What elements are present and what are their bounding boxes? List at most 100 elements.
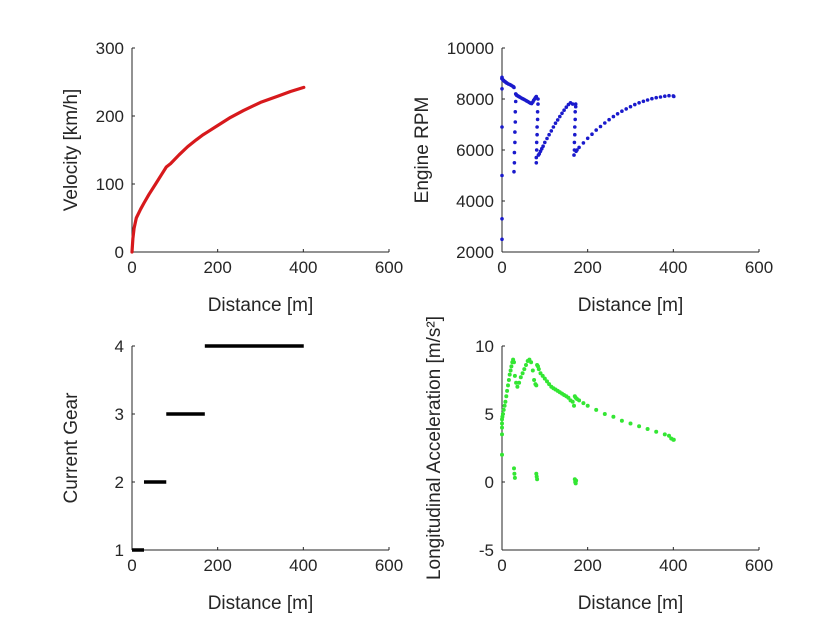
y-tick-label: 0	[485, 473, 494, 492]
y-tick-label: 2	[115, 473, 124, 492]
x-tick-label: 600	[745, 258, 773, 277]
data-point	[512, 85, 516, 90]
data-point	[506, 378, 511, 382]
data-point	[573, 125, 577, 129]
data-point	[558, 114, 562, 119]
data-point	[500, 173, 504, 178]
data-point	[572, 153, 576, 157]
data-point	[536, 102, 540, 106]
data-point	[515, 384, 520, 389]
engine-rpm-chart: 0 200 400 600 2000 4000 6000 8000 10000 Distance …	[412, 39, 773, 316]
y-axis-label: Current Gear	[61, 392, 82, 504]
data-point	[512, 360, 516, 365]
data-point	[500, 452, 504, 457]
x-axis-label: Distance [m]	[578, 295, 684, 316]
data-point	[500, 421, 504, 426]
data-point	[577, 398, 582, 403]
data-point	[619, 418, 624, 423]
data-point	[513, 120, 518, 124]
data-point	[611, 414, 616, 419]
data-point	[536, 97, 540, 101]
data-point	[535, 110, 540, 114]
current-gear-chart: 0 200 400 600 1 2 3 4 Distance [m] Current Gear	[61, 337, 403, 614]
data-point	[654, 95, 658, 100]
y-tick-label: 10000	[447, 39, 494, 58]
x-tick-label: 0	[127, 258, 136, 277]
data-point	[667, 93, 671, 98]
data-point	[535, 117, 540, 122]
data-point	[512, 475, 517, 480]
data-point	[570, 399, 575, 404]
data-point	[540, 373, 545, 378]
y-tick-label: 10	[475, 337, 494, 356]
data-point	[671, 437, 676, 442]
data-point	[513, 110, 518, 114]
data-point	[543, 140, 547, 145]
data-point	[585, 136, 590, 141]
data-point	[520, 371, 525, 376]
data-point	[562, 108, 566, 112]
data-point	[573, 110, 577, 114]
data-point	[522, 367, 527, 372]
data-point	[572, 403, 576, 408]
data-point	[512, 161, 517, 165]
data-point	[549, 129, 554, 133]
data-point	[553, 121, 558, 125]
data-point	[598, 124, 603, 129]
x-tick-label: 200	[203, 258, 231, 277]
x-axis-label: Distance [m]	[578, 593, 684, 614]
data-point	[536, 367, 541, 372]
data-point	[512, 466, 516, 471]
series-line	[130, 85, 306, 254]
data-point	[564, 105, 569, 109]
y-tick-label: 200	[96, 107, 124, 126]
data-point	[500, 417, 504, 422]
data-point	[573, 102, 578, 106]
data-point	[573, 132, 577, 137]
data-point	[585, 403, 590, 408]
data-point	[512, 373, 517, 378]
data-point	[615, 112, 620, 116]
data-point	[590, 132, 594, 136]
data-point	[534, 161, 539, 165]
data-point	[535, 477, 540, 482]
data-point	[545, 379, 549, 384]
data-point	[672, 94, 676, 99]
data-point	[500, 217, 504, 221]
data-point	[654, 429, 659, 434]
y-tick-label: 300	[96, 39, 124, 58]
data-point	[633, 102, 637, 107]
data-point	[534, 155, 539, 160]
x-tick-label: 200	[573, 556, 601, 575]
data-point	[542, 376, 547, 381]
y-axis-label: Engine RPM	[412, 97, 433, 204]
data-point	[611, 114, 616, 119]
data-point	[645, 427, 650, 431]
data-point	[577, 145, 581, 150]
data-point	[573, 117, 577, 122]
data-point	[500, 425, 504, 430]
y-axis-label: Velocity [km/h]	[61, 89, 82, 212]
data-point	[658, 95, 663, 99]
data-point	[524, 363, 528, 367]
data-point	[573, 104, 578, 109]
data-point	[508, 368, 513, 373]
data-point	[581, 141, 586, 145]
y-tick-label: 4	[115, 337, 124, 356]
data-point	[506, 383, 510, 388]
data-point	[518, 375, 523, 380]
data-point	[509, 364, 514, 369]
data-point	[667, 433, 671, 438]
x-axis-label: Distance [m]	[208, 593, 314, 614]
data-point	[500, 237, 504, 242]
x-tick-label: 0	[497, 258, 506, 277]
data-point	[628, 104, 633, 109]
data-point	[645, 98, 650, 102]
data-point	[594, 128, 598, 132]
data-point	[513, 140, 517, 145]
data-point	[551, 125, 556, 129]
data-point	[535, 132, 539, 137]
data-point	[502, 403, 507, 408]
